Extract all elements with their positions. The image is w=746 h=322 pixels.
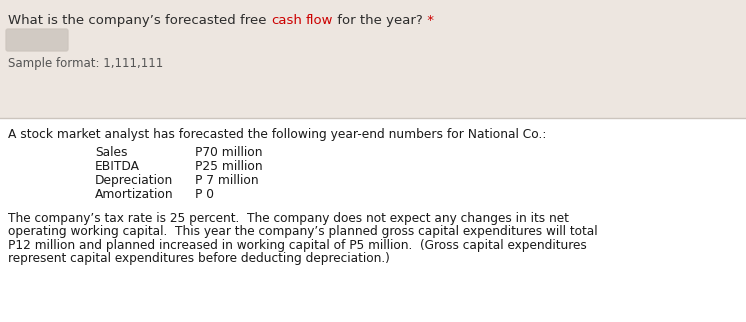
Text: A stock market analyst has forecasted the following year-end numbers for Nationa: A stock market analyst has forecasted th… <box>8 128 546 140</box>
Text: P12 million and planned increased in working capital of P5 million.  (Gross capi: P12 million and planned increased in wor… <box>8 239 587 251</box>
Text: EBITDA: EBITDA <box>95 159 140 173</box>
Bar <box>0 118 746 322</box>
Text: operating working capital.  This year the company’s planned gross capital expend: operating working capital. This year the… <box>8 225 598 238</box>
Text: P 7 million: P 7 million <box>195 174 259 186</box>
FancyBboxPatch shape <box>6 29 68 51</box>
Text: Depreciation: Depreciation <box>95 174 173 186</box>
Text: for the year?: for the year? <box>333 14 423 27</box>
Text: represent capital expenditures before deducting depreciation.): represent capital expenditures before de… <box>8 252 390 265</box>
Text: Amortization: Amortization <box>95 187 174 201</box>
Text: flow: flow <box>306 14 333 27</box>
Text: The company’s tax rate is 25 percent.  The company does not expect any changes i: The company’s tax rate is 25 percent. Th… <box>8 212 569 224</box>
Text: P70 million: P70 million <box>195 146 263 158</box>
Text: *: * <box>423 14 434 27</box>
Text: Sample format: 1,111,111: Sample format: 1,111,111 <box>8 57 163 70</box>
Text: P25 million: P25 million <box>195 159 263 173</box>
Text: Sales: Sales <box>95 146 128 158</box>
Text: cash: cash <box>271 14 301 27</box>
Text: What is the company’s forecasted free: What is the company’s forecasted free <box>8 14 271 27</box>
Text: P 0: P 0 <box>195 187 214 201</box>
Bar <box>0 0 746 118</box>
